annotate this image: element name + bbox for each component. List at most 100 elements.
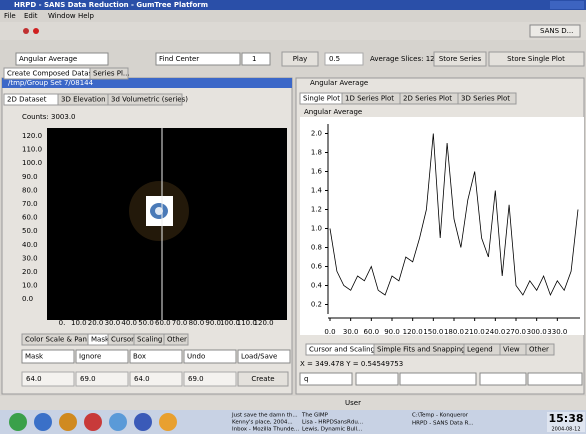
tab-label: Create Composed Dataset — [7, 70, 99, 78]
launcher-icon[interactable] — [109, 413, 127, 431]
menu-item[interactable]: File — [4, 12, 16, 20]
screen: HRPD - SANS Data Reduction - GumTree Pla… — [0, 0, 586, 434]
x-tick-label: 60.0 — [364, 328, 380, 336]
counts: Counts: 3003.0 — [22, 113, 76, 121]
x-tick-label: 210.0 — [465, 328, 485, 336]
image-x-label: 0. — [59, 319, 66, 327]
task[interactable]: HRPD - SANS Data R... — [412, 421, 474, 427]
play: Play — [293, 55, 308, 63]
tab-label: Scaling — [137, 336, 162, 344]
tab-label: Other — [529, 346, 549, 354]
image-y-label: 40.0 — [22, 241, 38, 249]
perspective: SANS D... — [540, 27, 573, 35]
x-tick-label: 180.0 — [444, 328, 464, 336]
task[interactable]: Kenny's place, 2004... — [232, 420, 293, 426]
y-tick-label: 1.2 — [311, 206, 322, 214]
image-y-label: 100.0 — [22, 159, 42, 167]
x-tick-label: 0.0 — [324, 328, 335, 336]
image-y-label: 90.0 — [22, 173, 38, 181]
image-y-label: 60.0 — [22, 214, 38, 222]
image-x-label: 70.0 — [172, 319, 188, 327]
status-bar — [0, 396, 586, 410]
image-y-label: 70.0 — [22, 200, 38, 208]
y-tick-label: 2.0 — [311, 130, 322, 138]
menu-item[interactable]: Window — [48, 12, 76, 20]
select-label: Load/Save — [241, 353, 277, 361]
x-tick-label: 30.0 — [343, 328, 359, 336]
x-tick-label: 300.0 — [527, 328, 547, 336]
left-header: /tmp/Group Set 7/08144 — [8, 79, 94, 87]
task[interactable]: C:\Temp - Konqueror — [412, 413, 469, 419]
tab-label: 2D Dataset — [7, 96, 47, 104]
tab-label: Series Pl... — [93, 70, 130, 78]
field[interactable] — [528, 373, 582, 385]
task[interactable]: Just save the damn th... — [231, 413, 298, 419]
toolbar — [0, 22, 586, 40]
image-x-label: 80.0 — [189, 319, 205, 327]
tab-label: 3D Elevation — [61, 96, 106, 104]
field[interactable] — [400, 373, 476, 385]
task[interactable]: Inbox - Mozilla Thunde... — [232, 427, 299, 433]
tab-label: Cursor — [111, 336, 134, 344]
center: Find Center — [159, 55, 199, 63]
tab-label: Mask — [91, 336, 110, 344]
tab-label: Other — [167, 336, 187, 344]
tab-label: 2D Series Plot — [403, 95, 452, 103]
q: q — [304, 375, 308, 383]
image-x-label: 20.0 — [88, 319, 104, 327]
image-x-label: 10.0 — [71, 319, 87, 327]
task[interactable]: The GIMP — [301, 413, 329, 419]
right-header: Angular Average — [310, 79, 368, 87]
x-tick-label: 150.0 — [423, 328, 443, 336]
image-x-label: 120.0 — [254, 319, 274, 327]
select-label: Ignore — [79, 353, 101, 361]
image-y-label: 50.0 — [22, 227, 38, 235]
clock: 15:38 — [548, 412, 583, 425]
y-tick-label: 1.0 — [311, 225, 322, 233]
field[interactable] — [480, 373, 526, 385]
tab-label: 3d Volumetric (series) — [111, 96, 188, 104]
launcher-icon[interactable] — [59, 413, 77, 431]
slices: Average Slices: 128 — [370, 55, 439, 63]
launcher-icon[interactable] — [159, 413, 177, 431]
tab-label: Cursor and Scaling — [309, 346, 375, 354]
store-series: Store Series — [439, 55, 482, 63]
task[interactable]: Lisa - HRPDSansRdu... — [302, 420, 363, 426]
x-tick-label: 270.0 — [506, 328, 526, 336]
menu-item[interactable]: Help — [78, 12, 95, 20]
image-x-label: 40.0 — [121, 319, 137, 327]
window-controls[interactable] — [550, 1, 584, 9]
launcher-icon[interactable] — [34, 413, 52, 431]
field[interactable] — [356, 373, 398, 385]
create-label: Create — [251, 375, 274, 383]
page: {"window": {"title": "HRPD - SANS Data R… — [0, 0, 586, 434]
y-tick-label: 0.8 — [311, 244, 322, 252]
image-x-label: 60.0 — [155, 319, 171, 327]
window-title: HRPD - SANS Data Reduction - GumTree Pla… — [14, 1, 208, 9]
x-tick-label: 330.0 — [547, 328, 567, 336]
y-tick-label: 0.6 — [311, 263, 323, 271]
launcher-icon[interactable] — [134, 413, 152, 431]
x-tick-label: 120.0 — [403, 328, 423, 336]
image-y-label: 80.0 — [22, 186, 38, 194]
field-value: 64.0 — [134, 375, 150, 383]
image-y-label: 120.0 — [22, 132, 42, 140]
tab-label: Legend — [467, 346, 493, 354]
plot-frame — [300, 117, 584, 335]
launcher-icon[interactable] — [84, 413, 102, 431]
y-tick-label: 1.6 — [311, 168, 323, 176]
store-single: Store Single Plot — [507, 55, 565, 63]
image-y-label: 110.0 — [22, 146, 42, 154]
tool-icon[interactable] — [23, 28, 29, 34]
tab-label: 3D Series Plot — [461, 95, 510, 103]
tab-label: Single Plot — [303, 95, 340, 103]
task[interactable]: Lewis, Dynamic Bull... — [302, 427, 363, 433]
select-label: Undo — [187, 353, 205, 361]
y-tick-label: 1.4 — [311, 187, 323, 195]
tab-label: Simple Fits and Snapping — [377, 346, 465, 354]
image-y-label: 10.0 — [22, 282, 38, 290]
menu-item[interactable]: Edit — [24, 12, 38, 20]
tool-icon[interactable] — [33, 28, 39, 34]
select-label: Mask — [25, 353, 44, 361]
launcher-icon[interactable] — [9, 413, 27, 431]
